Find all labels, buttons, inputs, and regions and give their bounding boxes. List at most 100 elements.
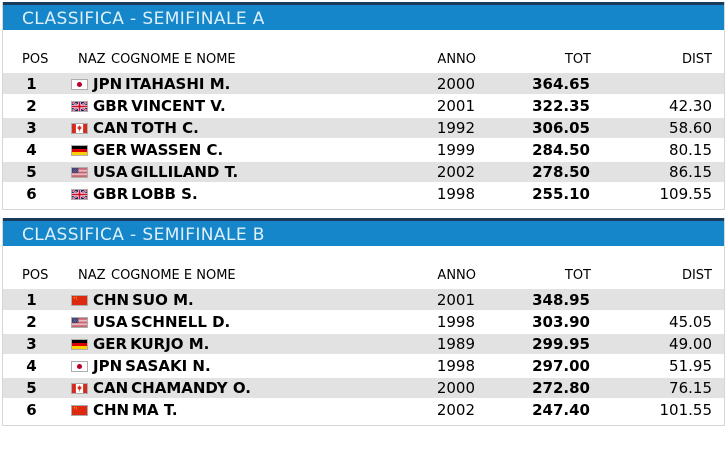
total-score: 348.95 — [476, 289, 591, 312]
year-value: 1992 — [404, 117, 476, 140]
total-score: 272.80 — [476, 377, 591, 400]
year-value: 1998 — [404, 311, 476, 334]
total-score: 255.10 — [476, 183, 591, 206]
distance-value: 58.60 — [591, 117, 724, 140]
flag-icon — [71, 78, 88, 90]
column-header-anno: ANNO — [437, 268, 476, 283]
table-row: 1 JPN ITAHASHI M. 2000 364.65 — [3, 73, 724, 96]
total-score: 303.90 — [476, 311, 591, 334]
flag-icon — [71, 123, 88, 134]
section-title-bar: CLASSIFICA - SEMIFINALE A — [3, 2, 724, 30]
table-row: 2 GBR VINCENT V. 2001 322.35 42.30 — [3, 95, 724, 118]
flag-icon — [71, 145, 88, 156]
position-value: 1 — [3, 289, 60, 312]
athlete-name: WASSEN C. — [130, 141, 224, 159]
flag-icon — [71, 101, 88, 112]
distance-value: 109.55 — [591, 183, 724, 206]
athlete-name: GILLILAND T. — [130, 163, 239, 181]
position-value: 2 — [3, 95, 60, 118]
position-value: 4 — [3, 139, 60, 162]
flag-icon — [71, 383, 88, 394]
athlete-name: VINCENT V. — [131, 97, 226, 115]
distance-value: 51.95 — [591, 355, 724, 378]
nation-code: GER — [93, 141, 128, 159]
nation-code: CHN — [93, 290, 130, 309]
athlete-name: SCHNELL D. — [130, 313, 231, 331]
table-row: 6 CHN MA T. 2002 247.40 101.55 — [3, 399, 724, 422]
nation-code: JPN — [93, 74, 123, 93]
position-value: 2 — [3, 311, 60, 334]
distance-value — [591, 289, 724, 312]
total-score: 306.05 — [476, 117, 591, 140]
position-value: 5 — [3, 377, 60, 400]
column-header-naz: NAZ — [78, 268, 106, 283]
distance-value: 101.55 — [591, 399, 724, 422]
column-header-dist: DIST — [681, 52, 712, 67]
column-header-tot: TOT — [564, 268, 591, 283]
column-header-name: COGNOME E NOME — [111, 268, 236, 283]
total-score: 278.50 — [476, 161, 591, 184]
table-row: 2 USA SCHNELL D. 1998 303.90 45.05 — [3, 311, 724, 334]
athlete-name: ITAHASHI M. — [125, 74, 231, 93]
nation-code: GBR — [93, 97, 129, 115]
section-semifinale-b: CLASSIFICA - SEMIFINALE B POS NAZ COGNOME… — [2, 218, 725, 426]
table-row: 5 CAN CHAMANDY O. 2000 272.80 76.15 — [3, 377, 724, 400]
distance-value: 49.00 — [591, 333, 724, 356]
table-row: 5 USA GILLILAND T. 2002 278.50 86.15 — [3, 161, 724, 184]
flag-icon — [71, 361, 88, 372]
table-row: 4 JPN SASAKI N. 1998 297.00 51.95 — [3, 355, 724, 378]
year-value: 2002 — [404, 399, 476, 422]
athlete-name: TOTH C. — [131, 119, 199, 137]
total-score: 284.50 — [476, 139, 591, 162]
athlete-name: SASAKI N. — [125, 357, 211, 375]
nation-code: GBR — [93, 185, 129, 203]
year-value: 1989 — [404, 333, 476, 356]
column-header-name: COGNOME E NOME — [111, 52, 236, 67]
column-header-row: POS NAZ COGNOME E NOME ANNO TOT DIST — [3, 246, 724, 289]
position-value: 3 — [3, 333, 60, 356]
distance-value: 76.15 — [591, 377, 724, 400]
year-value: 2002 — [404, 161, 476, 184]
year-value: 1998 — [404, 183, 476, 206]
column-header-tot: TOT — [564, 52, 591, 67]
flag-icon — [71, 294, 88, 306]
year-value: 2000 — [404, 73, 476, 96]
nation-code: GER — [93, 335, 128, 353]
nation-code: CAN — [93, 119, 129, 137]
position-value: 6 — [3, 399, 60, 422]
section-semifinale-a: CLASSIFICA - SEMIFINALE A POS NAZ COGNOME… — [2, 2, 725, 210]
athlete-name: CHAMANDY O. — [131, 379, 251, 397]
total-score: 322.35 — [476, 95, 591, 118]
year-value: 1998 — [404, 355, 476, 378]
table-row: 4 GER WASSEN C. 1999 284.50 80.15 — [3, 139, 724, 162]
distance-value: 42.30 — [591, 95, 724, 118]
year-value: 2001 — [404, 289, 476, 312]
column-header-pos: POS — [22, 268, 49, 283]
total-score: 247.40 — [476, 399, 591, 422]
total-score: 299.95 — [476, 333, 591, 356]
nation-code: JPN — [93, 357, 123, 375]
flag-icon — [71, 189, 88, 200]
athlete-name: MA T. — [132, 401, 178, 419]
year-value: 2001 — [404, 95, 476, 118]
results-table-a: POS NAZ COGNOME E NOME ANNO TOT DIST 1 JP… — [3, 30, 724, 206]
table-row: 3 GER KURJO M. 1989 299.95 49.00 — [3, 333, 724, 356]
total-score: 364.65 — [476, 73, 591, 96]
flag-icon — [71, 167, 88, 178]
section-title: CLASSIFICA - SEMIFINALE B — [22, 225, 265, 245]
position-value: 5 — [3, 161, 60, 184]
distance-value: 86.15 — [591, 161, 724, 184]
total-score: 297.00 — [476, 355, 591, 378]
distance-value: 45.05 — [591, 311, 724, 334]
distance-value: 80.15 — [591, 139, 724, 162]
results-table-b: POS NAZ COGNOME E NOME ANNO TOT DIST 1 CH… — [3, 246, 724, 422]
table-row: 3 CAN TOTH C. 1992 306.05 58.60 — [3, 117, 724, 140]
flag-icon — [71, 405, 88, 416]
nation-code: USA — [93, 313, 128, 331]
athlete-name: SUO M. — [132, 290, 194, 309]
position-value: 6 — [3, 183, 60, 206]
year-value: 2000 — [404, 377, 476, 400]
table-row: 1 CHN SUO M. 2001 348.95 — [3, 289, 724, 312]
column-header-naz: NAZ — [78, 52, 106, 67]
